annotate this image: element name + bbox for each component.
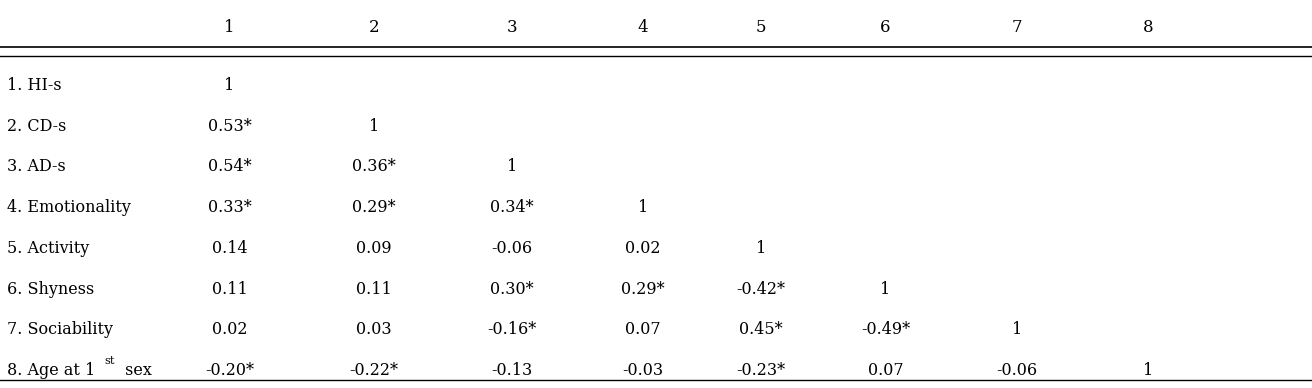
Text: -0.49*: -0.49* [861,321,911,338]
Text: 0.29*: 0.29* [352,199,396,216]
Text: 0.30*: 0.30* [489,281,534,298]
Text: 1: 1 [638,199,648,216]
Text: 8. Age at 1: 8. Age at 1 [7,362,94,379]
Text: 4: 4 [638,19,648,36]
Text: 0.11: 0.11 [356,281,392,298]
Text: 5. Activity: 5. Activity [7,240,89,257]
Text: 8: 8 [1143,19,1153,36]
Text: st: st [105,356,115,366]
Text: -0.06: -0.06 [996,362,1038,379]
Text: -0.20*: -0.20* [205,362,255,379]
Text: 0.03: 0.03 [356,321,392,338]
Text: -0.06: -0.06 [491,240,533,257]
Text: 7: 7 [1012,19,1022,36]
Text: 3. AD-s: 3. AD-s [7,158,66,175]
Text: -0.03: -0.03 [622,362,664,379]
Text: 0.02: 0.02 [625,240,661,257]
Text: 4. Emotionality: 4. Emotionality [7,199,130,216]
Text: 6: 6 [880,19,891,36]
Text: -0.22*: -0.22* [349,362,399,379]
Text: 0.07: 0.07 [867,362,904,379]
Text: 1: 1 [506,158,517,175]
Text: 5: 5 [756,19,766,36]
Text: 2: 2 [369,19,379,36]
Text: 1: 1 [756,240,766,257]
Text: 0.09: 0.09 [356,240,392,257]
Text: 7. Sociability: 7. Sociability [7,321,113,338]
Text: 1: 1 [224,77,235,94]
Text: -0.16*: -0.16* [487,321,537,338]
Text: 0.33*: 0.33* [207,199,252,216]
Text: 0.34*: 0.34* [489,199,534,216]
Text: 3: 3 [506,19,517,36]
Text: 0.54*: 0.54* [207,158,252,175]
Text: 1: 1 [880,281,891,298]
Text: 0.29*: 0.29* [621,281,665,298]
Text: 1: 1 [369,118,379,135]
Text: 0.53*: 0.53* [207,118,252,135]
Text: 1. HI-s: 1. HI-s [7,77,62,94]
Text: -0.13: -0.13 [491,362,533,379]
Text: 0.11: 0.11 [211,281,248,298]
Text: 1: 1 [1012,321,1022,338]
Text: 0.14: 0.14 [211,240,248,257]
Text: 0.02: 0.02 [211,321,248,338]
Text: -0.42*: -0.42* [736,281,786,298]
Text: 1: 1 [1143,362,1153,379]
Text: 0.45*: 0.45* [739,321,783,338]
Text: 1: 1 [224,19,235,36]
Text: 0.36*: 0.36* [352,158,396,175]
Text: sex: sex [119,362,152,379]
Text: 0.07: 0.07 [625,321,661,338]
Text: 2. CD-s: 2. CD-s [7,118,66,135]
Text: -0.23*: -0.23* [736,362,786,379]
Text: 6. Shyness: 6. Shyness [7,281,94,298]
